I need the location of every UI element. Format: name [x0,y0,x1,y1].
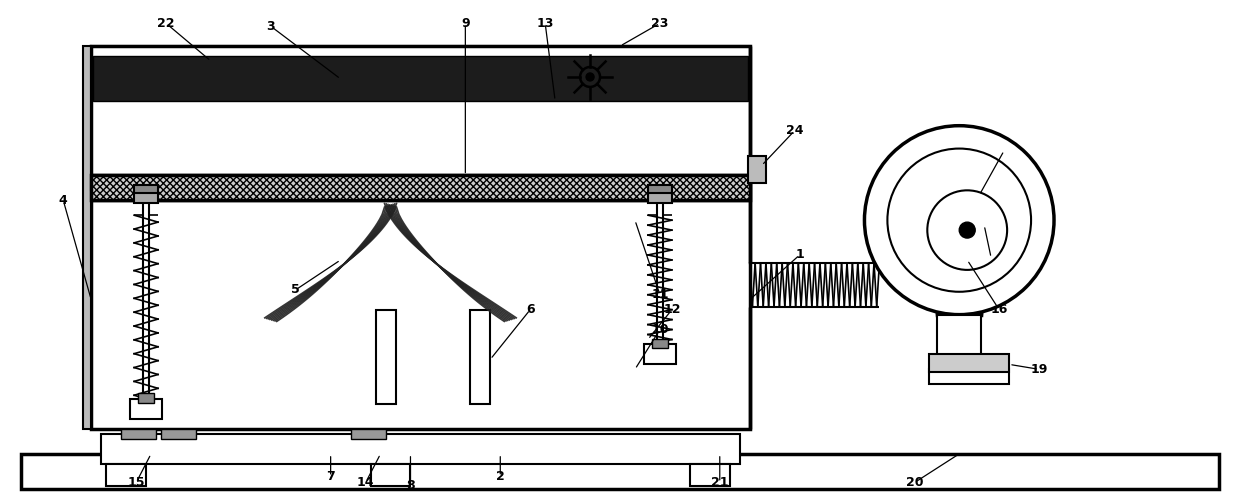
Bar [107,464,146,485]
Text: 10: 10 [652,323,669,336]
Bar [102,434,740,464]
Text: 4: 4 [59,194,68,207]
Bar [644,344,675,364]
Text: 17: 17 [983,252,1000,264]
Bar [648,186,672,204]
Text: 9: 9 [461,17,470,30]
Bar [83,46,92,429]
Text: 13: 13 [536,17,554,30]
Text: 11: 11 [652,288,669,301]
Bar [130,399,162,419]
Text: 23: 23 [652,17,669,30]
Bar [471,310,491,404]
Bar [134,186,159,194]
Text: 6: 6 [525,303,534,316]
Text: 5: 5 [291,284,300,296]
Bar [937,314,981,364]
Bar [652,338,668,348]
Bar [657,200,663,354]
Text: 16: 16 [990,303,1007,316]
Text: 14: 14 [357,476,374,489]
Bar [93,56,747,101]
Text: 2: 2 [496,470,504,483]
Bar [21,454,1219,488]
Bar [138,393,154,403]
Bar [375,310,395,404]
Bar [161,429,196,439]
Text: 18: 18 [970,189,987,202]
Text: 7: 7 [326,470,335,483]
Text: 12: 12 [663,303,680,316]
Circle shape [865,126,1054,314]
Text: 3: 3 [266,20,275,33]
Bar [351,429,385,439]
Bar [929,354,1009,372]
Text: 15: 15 [128,476,145,489]
Bar [134,186,159,204]
Bar [648,186,672,194]
Bar [92,46,750,191]
Text: 24: 24 [786,124,803,137]
Bar [747,156,766,184]
Bar [142,200,149,409]
Bar [690,464,730,485]
Text: 1: 1 [795,248,804,262]
Bar [92,46,750,429]
Text: 19: 19 [1031,363,1048,376]
Circle shape [586,73,593,81]
Text: 20: 20 [906,476,923,489]
Bar [937,220,981,314]
Text: 22: 22 [157,17,175,30]
Bar [929,370,1009,384]
Text: 8: 8 [406,479,415,492]
Text: 21: 21 [711,476,729,489]
Bar [92,176,750,201]
Bar [370,464,410,485]
Circle shape [959,222,975,238]
Bar [121,429,156,439]
